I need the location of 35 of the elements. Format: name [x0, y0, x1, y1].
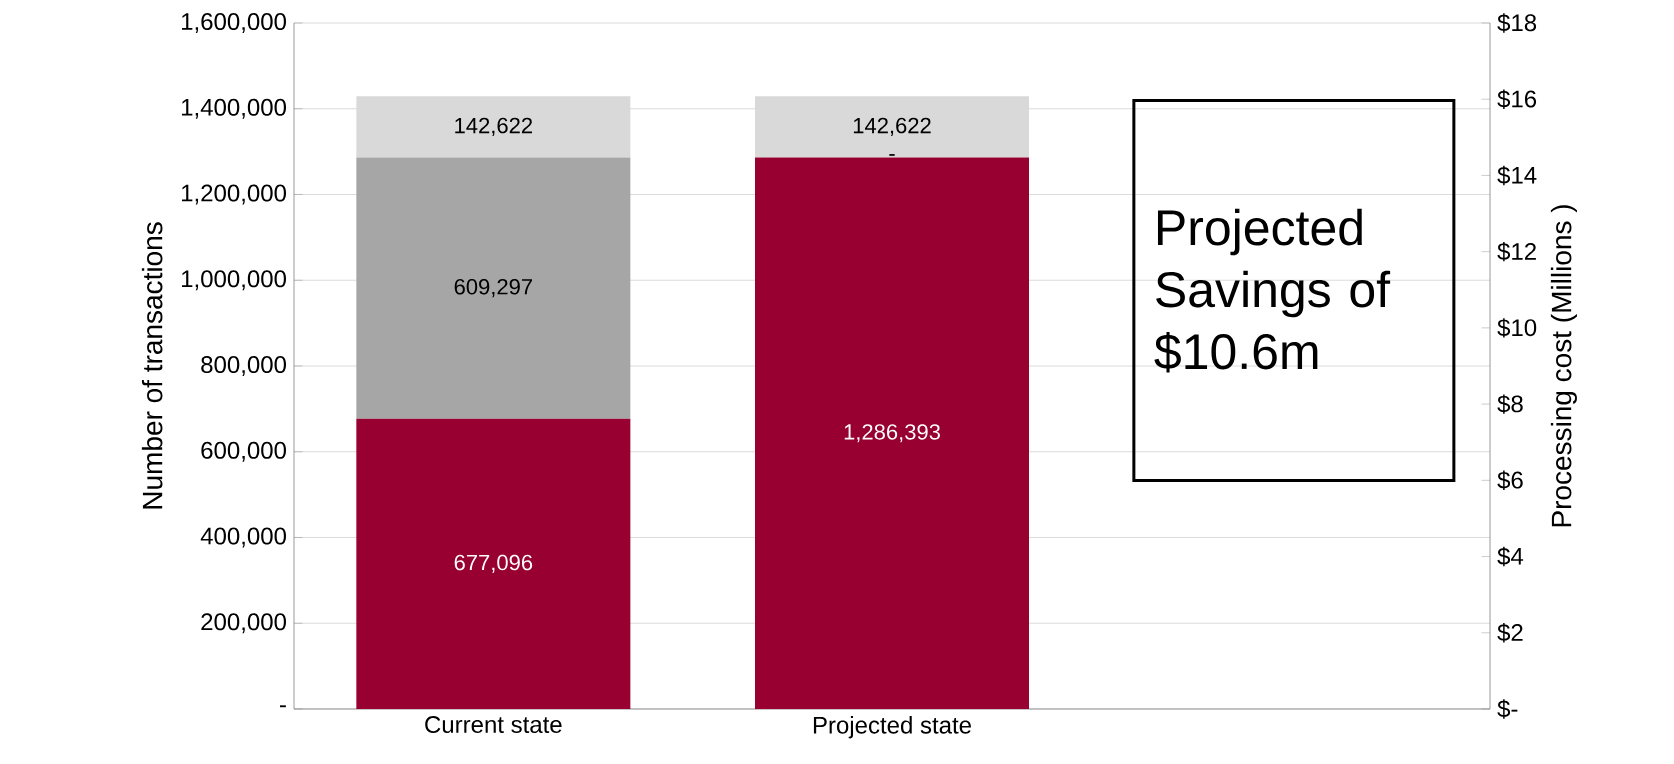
annotation: Projected Savings of $10.6m — [1154, 208, 1391, 373]
bar — [755, 96, 1030, 158]
data-label: - — [889, 154, 895, 156]
y-tick-label: 1,400,000 — [181, 98, 286, 119]
y2-tick-label: $12 — [1497, 241, 1536, 262]
y-tick-label: 600,000 — [201, 441, 286, 462]
y2-tick-label: $8 — [1497, 394, 1523, 414]
data-label: 609,297 — [454, 279, 532, 298]
y2-tick-label: $16 — [1497, 89, 1537, 109]
y-tick-label: 1,200,000 — [181, 184, 286, 205]
y-tick-label: - — [280, 705, 286, 708]
y2-tick-label: $18 — [1497, 13, 1537, 33]
y2-tick-label: $10 — [1497, 318, 1537, 338]
y2-tick-label: $14 — [1497, 165, 1537, 186]
data-label: 142,622 — [455, 117, 532, 136]
data-label: 142,622 — [853, 117, 931, 136]
data-label: 1,286,393 — [844, 424, 940, 443]
y-tick-label: 400,000 — [200, 527, 286, 548]
bar — [356, 96, 631, 158]
y2-tick-label: $2 — [1497, 623, 1523, 643]
y2-tick-label: $4 — [1497, 546, 1524, 567]
y2-axis-title: Processing cost (Millions ) — [1550, 205, 1577, 527]
bar — [356, 157, 631, 419]
y2-tick-label: $6 — [1497, 470, 1523, 491]
y-tick-label: 800,000 — [201, 356, 286, 376]
y-axis-title: Number of transactions — [141, 222, 163, 509]
x-tick-label: Projected state — [813, 716, 971, 739]
y-tick-label: 200,000 — [201, 613, 286, 634]
y2-tick-label: $- — [1497, 699, 1518, 719]
data-label: 677,096 — [454, 554, 533, 573]
y-tick-label: 1,000,000 — [181, 270, 286, 291]
bar — [356, 418, 631, 709]
y-tick-label: 1,600,000 — [181, 13, 286, 33]
bar — [755, 157, 1030, 709]
x-tick-label: Current state — [425, 716, 562, 734]
